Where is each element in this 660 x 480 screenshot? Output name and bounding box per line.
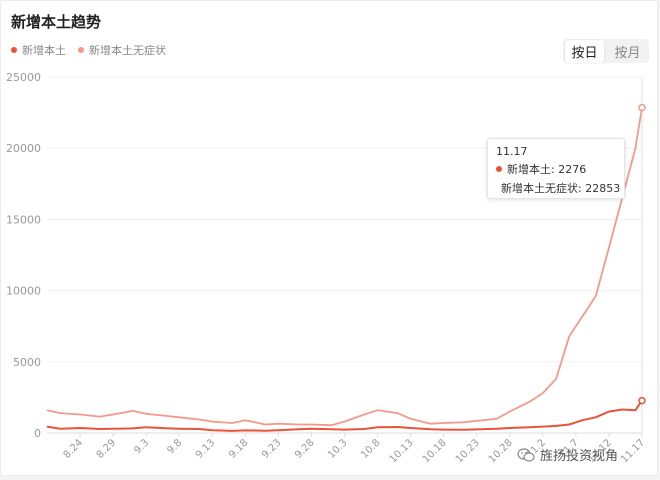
- x-tick-label: 10.18: [421, 437, 449, 465]
- point-asymptomatic-last: [638, 103, 646, 112]
- x-tick-label: 9.28: [293, 437, 317, 461]
- x-tick-label: 9.13: [194, 437, 218, 461]
- series-line-asymptomatic: [46, 107, 643, 427]
- x-tick-label: 9.8: [165, 437, 184, 456]
- watermark-text: 旌扬投资视角: [540, 449, 619, 464]
- legend-item-local[interactable]: 新增本土: [11, 42, 66, 58]
- x-tick-label: 11.17: [619, 437, 647, 465]
- series-line-local: [46, 400, 643, 432]
- x-tick-label: 10.13: [388, 437, 416, 465]
- tooltip-row-asymptomatic: 新增本土无症状: 22853: [496, 180, 620, 196]
- watermark: 旌扬投资视角: [517, 445, 618, 464]
- x-tick-label: 9.23: [260, 437, 284, 461]
- x-tick-label: 10.8: [359, 437, 383, 461]
- x-tick-label: 8.24: [62, 437, 86, 461]
- y-tick-label: 15000: [6, 213, 41, 226]
- tooltip-dot-local: [496, 166, 502, 172]
- x-tick-label: 9.3: [132, 437, 151, 456]
- y-tick-label: 20000: [6, 142, 41, 155]
- period-toggle: 按日 按月: [563, 39, 649, 63]
- x-tick-label: 10.3: [326, 437, 350, 461]
- legend-label-asymptomatic: 新增本土无症状: [89, 44, 166, 57]
- tooltip-date: 11.17: [496, 145, 528, 158]
- chart-legend: 新增本土 新增本土无症状: [11, 42, 178, 58]
- legend-dot-asymptomatic: [78, 47, 84, 53]
- legend-dot-local: [11, 47, 17, 53]
- x-tick-label: 10.28: [487, 437, 515, 465]
- y-tick-label: 0: [34, 427, 41, 440]
- x-tick-label: 9.18: [227, 437, 251, 461]
- x-tick-label: 8.29: [95, 437, 119, 461]
- y-tick-label: 25000: [6, 71, 41, 84]
- point-local-last: [638, 396, 646, 405]
- y-tick-label: 10000: [6, 285, 41, 298]
- tooltip-label-local: 新增本土: 2276: [507, 163, 587, 176]
- x-tick-label: 10.23: [454, 437, 482, 465]
- tooltip-row-local: 新增本土: 2276: [496, 161, 616, 177]
- legend-label-local: 新增本土: [22, 44, 66, 57]
- legend-item-asymptomatic[interactable]: 新增本土无症状: [78, 42, 166, 58]
- by-day-button[interactable]: 按日: [565, 39, 604, 63]
- by-month-button[interactable]: 按月: [614, 45, 641, 61]
- chart-tooltip: 11.17 新增本土: 2276 新增本土无症状: 22853: [487, 138, 625, 199]
- y-tick-label: 5000: [13, 356, 41, 369]
- wechat-icon: [517, 447, 535, 462]
- chart-title: 新增本土趋势: [11, 13, 102, 31]
- tooltip-label-asymptomatic: 新增本土无症状: 22853: [501, 182, 621, 195]
